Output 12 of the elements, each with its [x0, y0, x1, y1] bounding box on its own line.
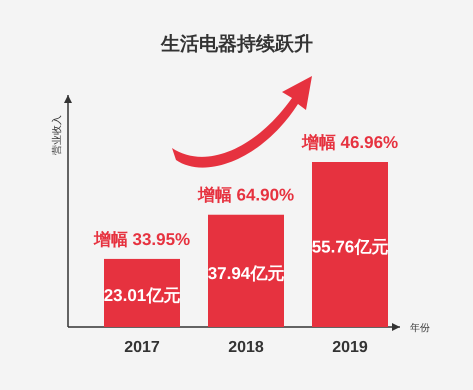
x-tick-label: 2019	[332, 339, 368, 356]
chart-title: 生活电器持续跃升	[160, 33, 313, 55]
x-tick-label: 2018	[228, 339, 264, 356]
annotation: 增幅 33.95%	[92, 230, 190, 249]
y-axis-title: 营业收入	[51, 115, 63, 155]
data-label: 23.01亿元	[104, 286, 180, 305]
data-label: 55.76亿元	[312, 238, 388, 256]
x-tick-label: 2017	[124, 339, 160, 356]
x-axis-title: 年份	[410, 322, 430, 334]
annotation: 增幅 46.96%	[300, 133, 398, 152]
data-label: 37.94亿元	[208, 264, 284, 283]
annotation: 增幅 64.90%	[196, 186, 294, 205]
